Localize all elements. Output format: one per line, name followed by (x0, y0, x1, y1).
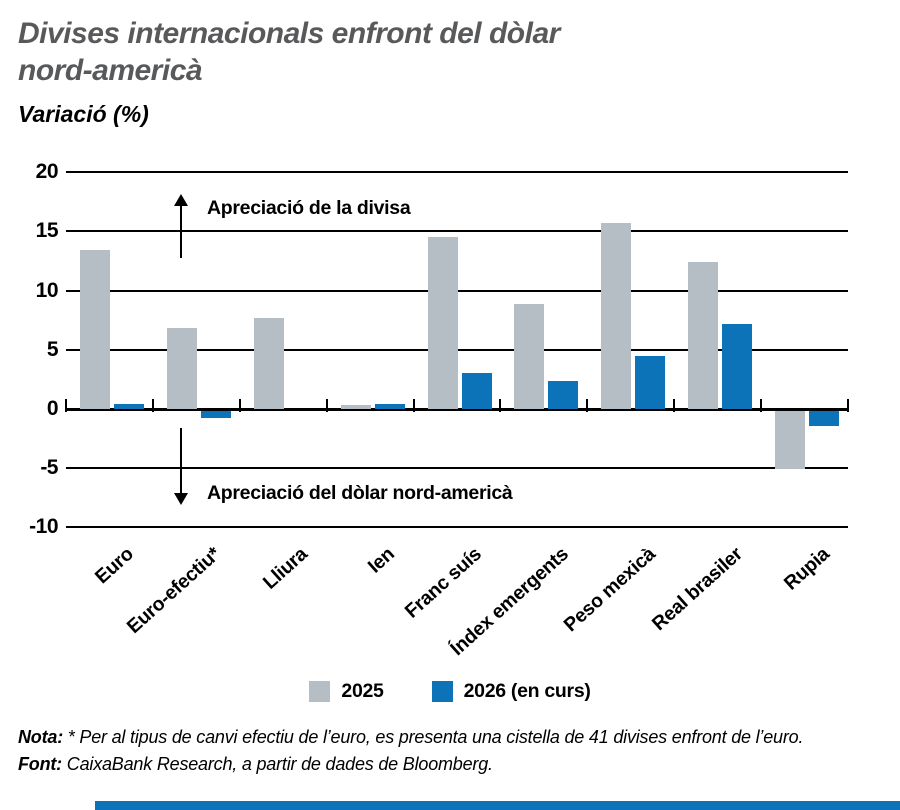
footnotes: Nota: * Per al tipus de canvi efectiu de… (18, 726, 878, 780)
x-axis-label-euro: Euro (91, 543, 139, 589)
bar-2025-real-brasiler (688, 262, 719, 409)
bar-2026-en-curs-ien (374, 404, 405, 409)
chart-subtitle: Variació (%) (18, 101, 149, 127)
gridline--10 (66, 526, 848, 529)
up-arrow-icon (174, 194, 188, 206)
legend-swatch-2025 (309, 680, 331, 702)
bar-2025-ien (340, 405, 371, 409)
source-line: Font: CaixaBank Research, a partir de da… (18, 753, 878, 776)
note-line: Nota: * Per al tipus de canvi efectiu de… (18, 726, 878, 749)
bar-2025-euro (80, 250, 110, 409)
bar-2025-euro-efectiu (166, 328, 197, 409)
axis-tick (151, 399, 154, 412)
bar-2026-en-curs-peso-mexicà (635, 355, 666, 409)
legend: 2025 2026 (en curs) (0, 676, 900, 706)
legend-label-2026: 2026 (en curs) (463, 679, 591, 702)
y-axis-tick-5: 5 (46, 337, 59, 361)
bar-2026-en-curs-rupia (809, 410, 840, 426)
note-text: * Per al tipus de canvi efectiu de l’eur… (63, 727, 804, 747)
gridline-15 (66, 230, 848, 233)
legend-swatch-2026 (431, 680, 453, 702)
x-axis-label-ien: Ien (363, 543, 399, 578)
chart-title: Divises internacionals enfront del dòlar… (18, 17, 560, 87)
gridline-0 (66, 407, 848, 411)
bar-2026-en-curs-euro (114, 404, 144, 409)
bar-2026-en-curs-índex-emergents (548, 380, 579, 409)
y-axis-tick--5: -5 (40, 456, 58, 480)
gridline-20 (66, 171, 848, 174)
axis-tick (238, 399, 241, 412)
source-label: Font: (18, 754, 62, 774)
bar-2025-índex-emergents (514, 303, 545, 409)
y-axis-tick-10: 10 (35, 278, 59, 302)
down-arrow-line (180, 428, 182, 494)
legend-item-2025: 2025 (309, 679, 384, 703)
axis-tick (673, 399, 676, 412)
down-arrow-icon (174, 493, 188, 505)
up-arrow-line (180, 205, 182, 258)
axis-tick (586, 399, 589, 412)
x-axis-label-índex-emergents: Índex emergents (446, 543, 573, 661)
axis-tick (499, 399, 502, 412)
axis-tick (847, 399, 849, 412)
x-axis-label-rupia: Rupia (779, 543, 834, 595)
axis-tick (325, 399, 328, 412)
bar-2025-franc-suís (427, 237, 458, 409)
x-axis-label-euro-efectiu: Euro-efectiu* (123, 543, 226, 638)
annotation-dollar-appreciation: Apreciació del dòlar nord-americà (207, 482, 513, 504)
bar-2026-en-curs-euro-efectiu (200, 410, 231, 418)
bar-2025-rupia (775, 410, 806, 469)
y-axis-tick-0: 0 (46, 397, 59, 420)
bar-2026-en-curs-franc-suís (461, 373, 492, 409)
axis-tick (65, 399, 67, 412)
x-axis-label-real-brasiler: Real brasiler (647, 543, 747, 636)
bar-2026-en-curs-real-brasiler (722, 323, 753, 409)
annotation-currency-appreciation: Apreciació de la divisa (207, 197, 411, 219)
source-text: CaixaBank Research, a partir de dades de… (61, 754, 493, 774)
y-axis-tick--10: -10 (29, 515, 58, 539)
bar-2025-lliura (253, 317, 284, 409)
axis-tick (760, 399, 763, 412)
bottom-accent-bar (95, 801, 900, 810)
y-axis-tick-20: 20 (35, 160, 59, 184)
legend-item-2026: 2026 (en curs) (431, 679, 591, 703)
gridline--5 (66, 467, 848, 470)
y-axis-tick-15: 15 (35, 219, 59, 243)
axis-tick (412, 399, 415, 412)
x-axis-label-franc-suís: Franc suís (400, 543, 486, 623)
x-axis-label-peso-mexicà: Peso mexicà (559, 543, 660, 637)
bar-2025-peso-mexicà (601, 223, 632, 409)
legend-label-2025: 2025 (341, 679, 384, 702)
note-label: Nota: (18, 727, 63, 747)
x-axis-label-lliura: Lliura (259, 543, 312, 594)
